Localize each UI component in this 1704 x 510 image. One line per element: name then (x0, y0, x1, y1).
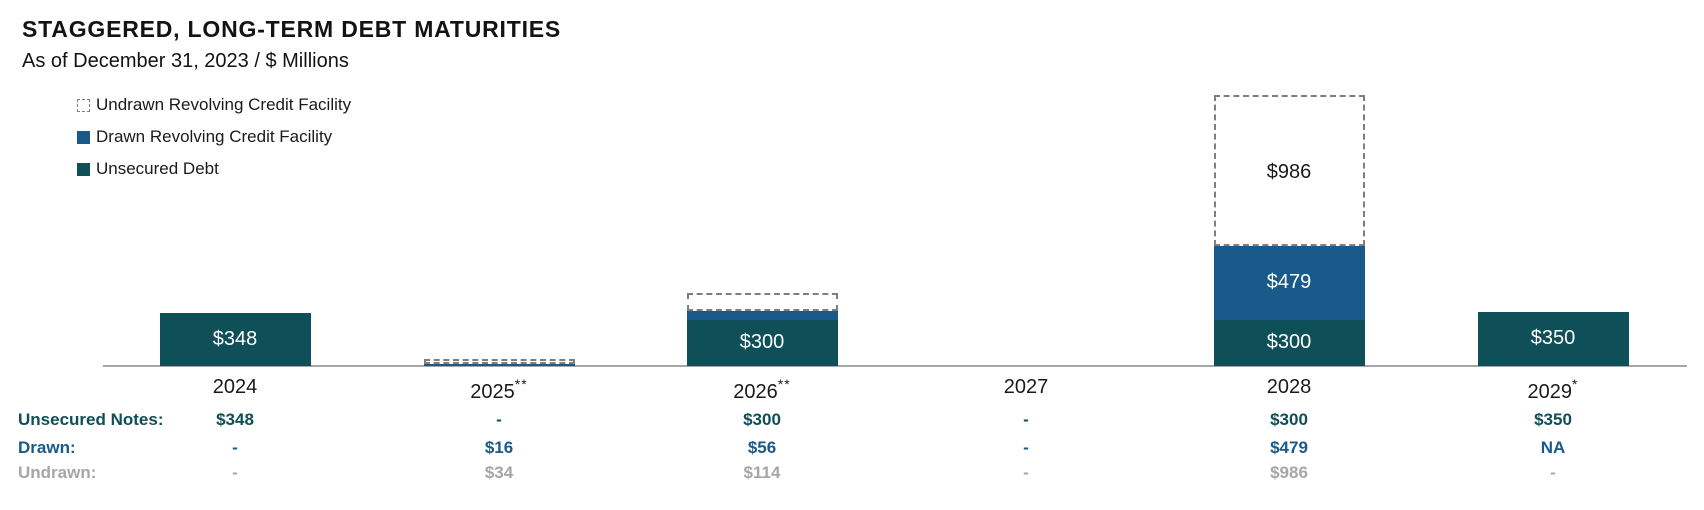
bar-value-label: $986 (1266, 161, 1312, 183)
x-axis-tick-2024: 2024 (135, 376, 335, 399)
x-axis-tick-2026: 2026** (662, 376, 862, 404)
legend-label: Unsecured Debt (96, 159, 219, 178)
x-axis-tick-2029: 2029* (1453, 376, 1653, 404)
year-text: 2027 (1003, 376, 1049, 398)
footnote-asterisk: ** (777, 376, 791, 392)
year-text: 2026 (733, 381, 778, 403)
table-row-label-drawn: Drawn: (18, 438, 76, 457)
year-text: 2029 (1527, 381, 1573, 403)
bar-segment-undrawn-2028: $986 (1213, 95, 1365, 246)
table-cell-drawn-2029: NA (1540, 438, 1566, 457)
year-text: 2025 (470, 381, 515, 403)
bar-segment-unsecured-2024: $348 (159, 313, 311, 366)
bar-segment-unsecured-2029: $350 (1477, 312, 1629, 366)
table-row-label-unsecured: Unsecured Notes: (18, 410, 164, 429)
x-axis-line (103, 365, 1687, 367)
x-axis-tick-2025: 2025** (399, 376, 599, 404)
year-text: 2028 (1266, 376, 1312, 398)
table-cell-unsecured-2024: $348 (216, 410, 254, 429)
bar-segment-drawn-2025 (423, 364, 575, 366)
bar-segment-unsecured-2028: $300 (1213, 320, 1365, 366)
bar-value-label: $300 (1266, 331, 1312, 353)
bar-segment-undrawn-2026 (686, 293, 838, 311)
bar-segment-drawn-2026 (686, 311, 838, 320)
table-cell-drawn-2028: $479 (1270, 438, 1308, 457)
footnote-asterisk: ** (514, 376, 528, 392)
unsecured-swatch-icon (77, 162, 90, 176)
bar-value-label: $350 (1530, 327, 1576, 349)
x-axis-tick-2027: 2027 (926, 376, 1126, 399)
table-cell-drawn-2024: - (232, 438, 238, 457)
table-cell-unsecured-2025: - (496, 410, 502, 429)
x-axis-tick-2028: 2028 (1189, 376, 1389, 399)
bar-value-label: $300 (739, 331, 785, 353)
legend-item-undrawn: Undrawn Revolving Credit Facility (77, 95, 351, 115)
table-cell-drawn-2026: $56 (747, 438, 777, 457)
legend-label: Undrawn Revolving Credit Facility (96, 95, 352, 114)
table-cell-undrawn-2024: - (232, 463, 238, 482)
table-cell-unsecured-2027: - (1023, 410, 1029, 429)
undrawn-swatch-icon (77, 98, 90, 112)
legend: Undrawn Revolving Credit Facility Drawn … (77, 95, 351, 191)
table-cell-unsecured-2028: $300 (1270, 410, 1308, 429)
table-cell-undrawn-2028: $986 (1270, 463, 1308, 482)
drawn-swatch-icon (77, 130, 90, 144)
bar-value-label: $479 (1266, 271, 1312, 293)
bar-segment-drawn-2028: $479 (1213, 246, 1365, 320)
table-cell-undrawn-2025: $34 (484, 463, 514, 482)
bar-segment-undrawn-2025 (423, 359, 575, 364)
footnote-asterisk: * (1572, 376, 1579, 392)
table-cell-unsecured-2029: $350 (1534, 410, 1572, 429)
table-cell-undrawn-2026: $114 (743, 463, 781, 482)
table-cell-drawn-2025: $16 (484, 438, 514, 457)
bar-segment-unsecured-2026: $300 (686, 320, 838, 366)
table-cell-undrawn-2029: - (1550, 463, 1556, 482)
table-cell-drawn-2027: - (1023, 438, 1029, 457)
legend-item-unsecured: Unsecured Debt (77, 159, 351, 179)
page-subtitle: As of December 31, 2023 / $ Millions (22, 50, 349, 72)
table-cell-unsecured-2026: $300 (743, 410, 781, 429)
page-title: STAGGERED, LONG-TERM DEBT MATURITIES (22, 16, 562, 42)
bar-value-label: $348 (212, 328, 258, 350)
legend-label: Drawn Revolving Credit Facility (96, 127, 333, 146)
table-row-label-undrawn: Undrawn: (18, 463, 97, 482)
year-text: 2024 (212, 376, 258, 398)
legend-item-drawn: Drawn Revolving Credit Facility (77, 127, 351, 147)
table-cell-undrawn-2027: - (1023, 463, 1029, 482)
